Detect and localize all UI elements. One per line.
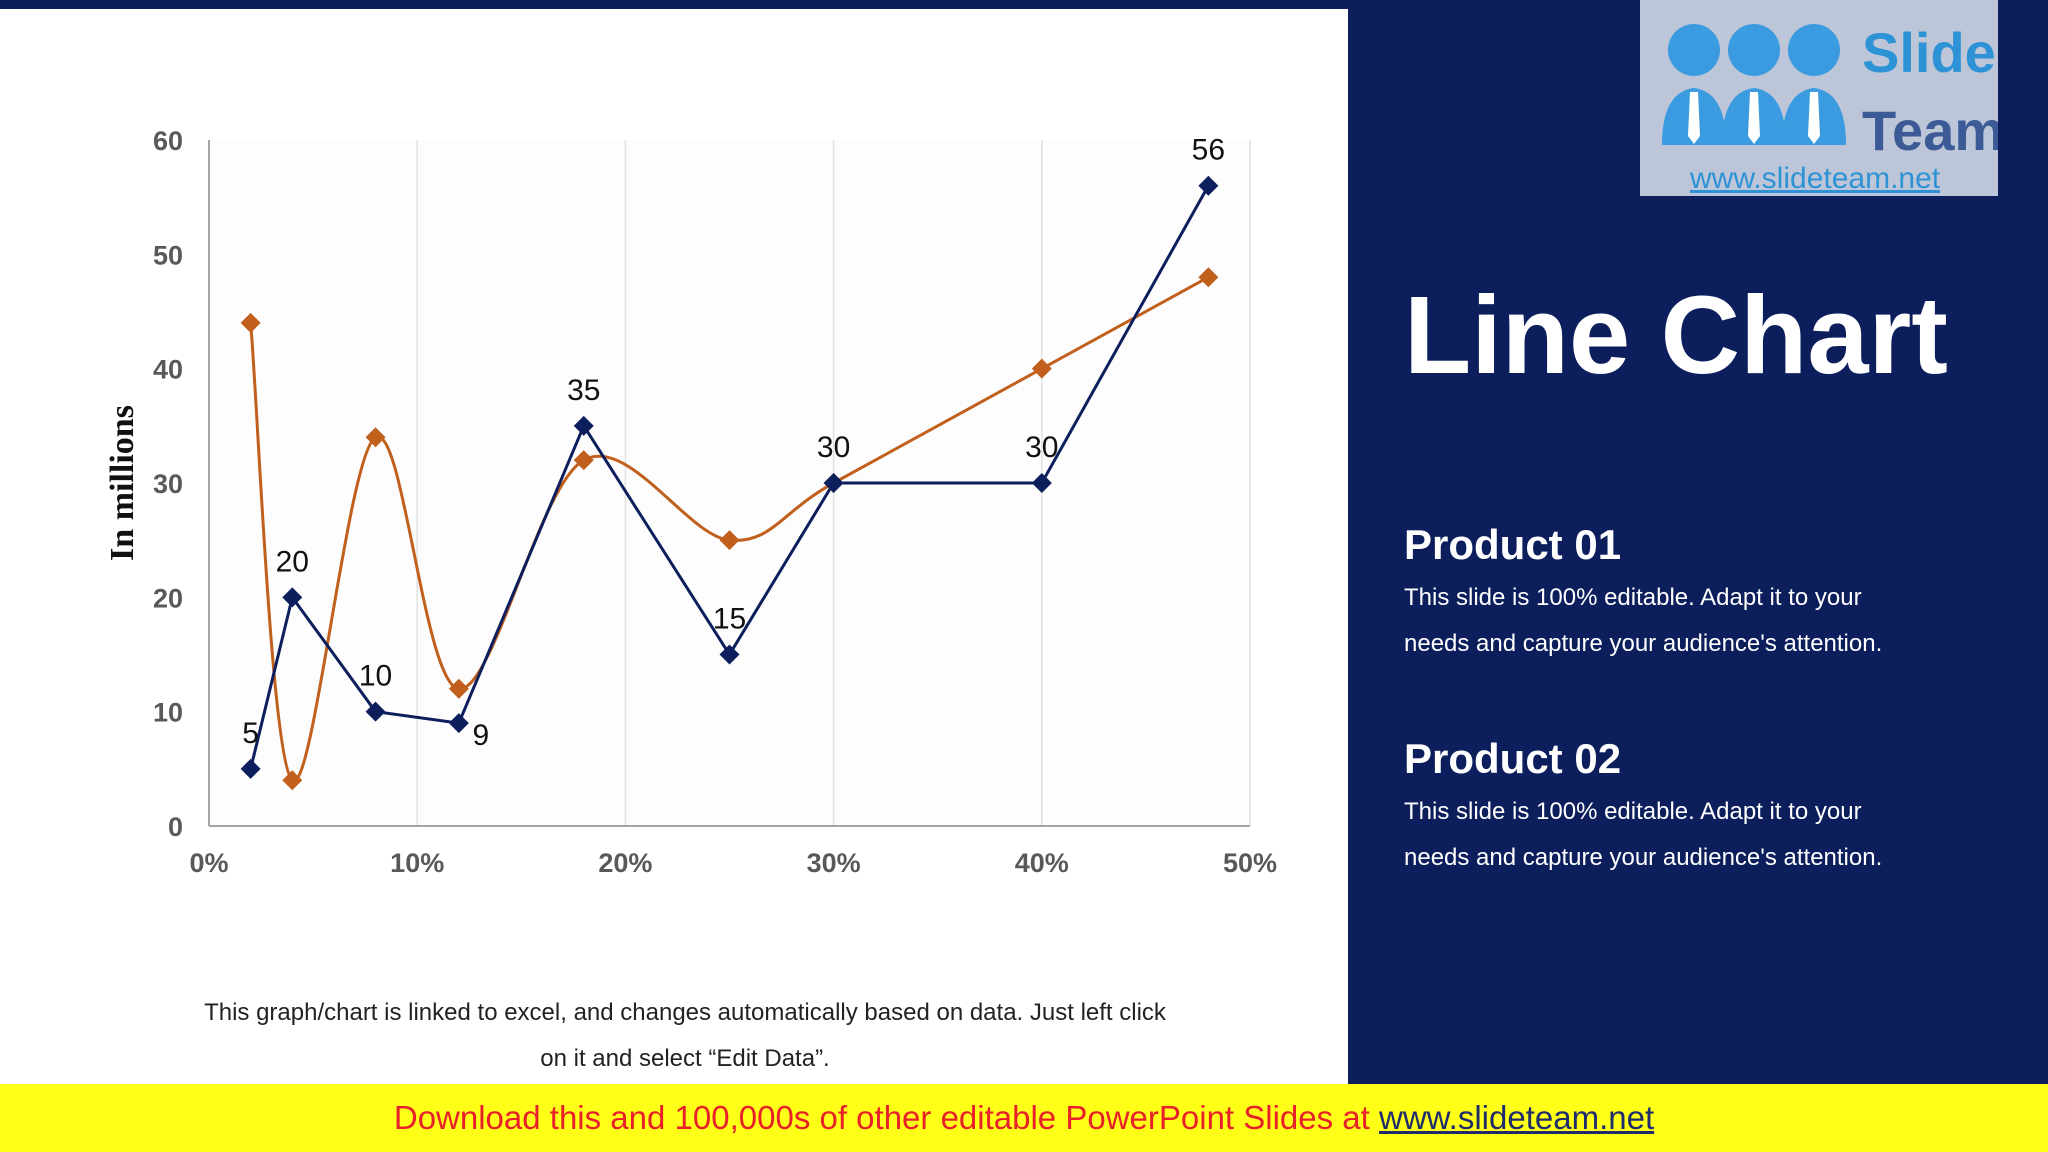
top-strip — [0, 0, 1348, 9]
product-01-title: Product 01 — [1404, 521, 1622, 568]
series-1-marker — [1031, 473, 1052, 493]
series-1-marker — [573, 415, 594, 436]
product-02-title: Product 02 — [1404, 735, 1622, 782]
data-label: 10 — [359, 660, 392, 693]
product-01-desc: This slide is 100% editable. Adapt it to… — [1404, 575, 1964, 667]
slide-title: Line Chart — [1404, 274, 1948, 397]
plot-area — [209, 140, 1250, 826]
y-tick-label: 20 — [153, 583, 183, 613]
data-label: 20 — [276, 545, 309, 578]
series-2-marker — [365, 427, 386, 448]
series-2-marker — [1031, 358, 1052, 379]
data-label: 56 — [1192, 134, 1225, 167]
series-1-marker — [448, 713, 469, 734]
logo-url[interactable]: www.slideteam.net — [1690, 162, 1941, 195]
data-label: 35 — [567, 374, 600, 407]
series-2-marker — [573, 450, 594, 471]
product-01-desc-line1: This slide is 100% editable. Adapt it to… — [1404, 584, 1862, 611]
chart-area: 0% 10% 20% 30% 40% 50% 0 10 20 30 40 50 60 In million… — [0, 9, 1348, 1084]
product-02-desc: This slide is 100% editable. Adapt it to… — [1404, 789, 1964, 881]
data-label: 30 — [817, 431, 850, 464]
series-1-marker — [282, 587, 303, 608]
people-icon — [1662, 24, 1846, 145]
data-label: 5 — [242, 717, 259, 750]
logo-word-team: Team — [1862, 99, 1998, 162]
x-tick-label: 50% — [1223, 848, 1277, 878]
series-1-marker — [1198, 175, 1219, 196]
x-tick-label: 30% — [807, 848, 861, 878]
line-chart: 0% 10% 20% 30% 40% 50% 0 10 20 30 40 50 60 In million… — [104, 126, 1277, 878]
download-banner-text: Download this and 100,000s of other edit… — [393, 1099, 1379, 1136]
y-tick-label: 50 — [153, 240, 183, 270]
chart-note-line1: This graph/chart is linked to excel, and… — [204, 999, 1166, 1026]
chart-note-line2: on it and select “Edit Data”. — [540, 1045, 830, 1072]
download-banner: Download this and 100,000s of other edit… — [0, 1084, 2048, 1152]
y-tick-label: 10 — [153, 698, 183, 728]
series-1-marker — [365, 701, 386, 722]
chart-note: This graph/chart is linked to excel, and… — [160, 990, 1210, 1082]
product-01: Product 01 This slide is 100% editable. … — [1404, 517, 1964, 667]
data-label: 30 — [1025, 431, 1058, 464]
product-02: Product 02 This slide is 100% editable. … — [1404, 731, 1964, 881]
y-tick-label: 30 — [153, 469, 183, 499]
data-label: 9 — [472, 719, 489, 752]
series-1-marker — [240, 758, 261, 779]
y-tick-label: 60 — [153, 126, 183, 156]
x-tick-label: 10% — [390, 848, 444, 878]
series-2-marker — [719, 530, 740, 551]
x-tick-label: 20% — [598, 848, 652, 878]
x-tick-label: 40% — [1015, 848, 1069, 878]
right-panel: Slide Team www.slideteam.net Line Chart … — [1348, 0, 2048, 1084]
y-axis-title: In millions — [104, 405, 141, 561]
product-02-desc-line1: This slide is 100% editable. Adapt it to… — [1404, 798, 1862, 825]
logo-word-slide: Slide — [1862, 21, 1996, 84]
series-2-marker — [1198, 267, 1219, 288]
y-tick-label: 40 — [153, 355, 183, 385]
download-banner-link[interactable]: www.slideteam.net — [1379, 1099, 1655, 1136]
series-1-marker — [823, 473, 844, 493]
y-tick-label: 0 — [168, 812, 183, 842]
series-2-marker — [240, 312, 261, 333]
slideteam-logo[interactable]: Slide Team www.slideteam.net — [1640, 0, 1998, 196]
series-2-marker — [282, 770, 303, 791]
x-tick-label: 0% — [189, 848, 228, 878]
product-01-desc-line2: needs and capture your audience's attent… — [1404, 630, 1883, 657]
data-label: 15 — [713, 603, 746, 636]
series-2-marker — [448, 678, 469, 699]
series-1-marker — [719, 644, 740, 665]
product-02-desc-line2: needs and capture your audience's attent… — [1404, 844, 1883, 871]
